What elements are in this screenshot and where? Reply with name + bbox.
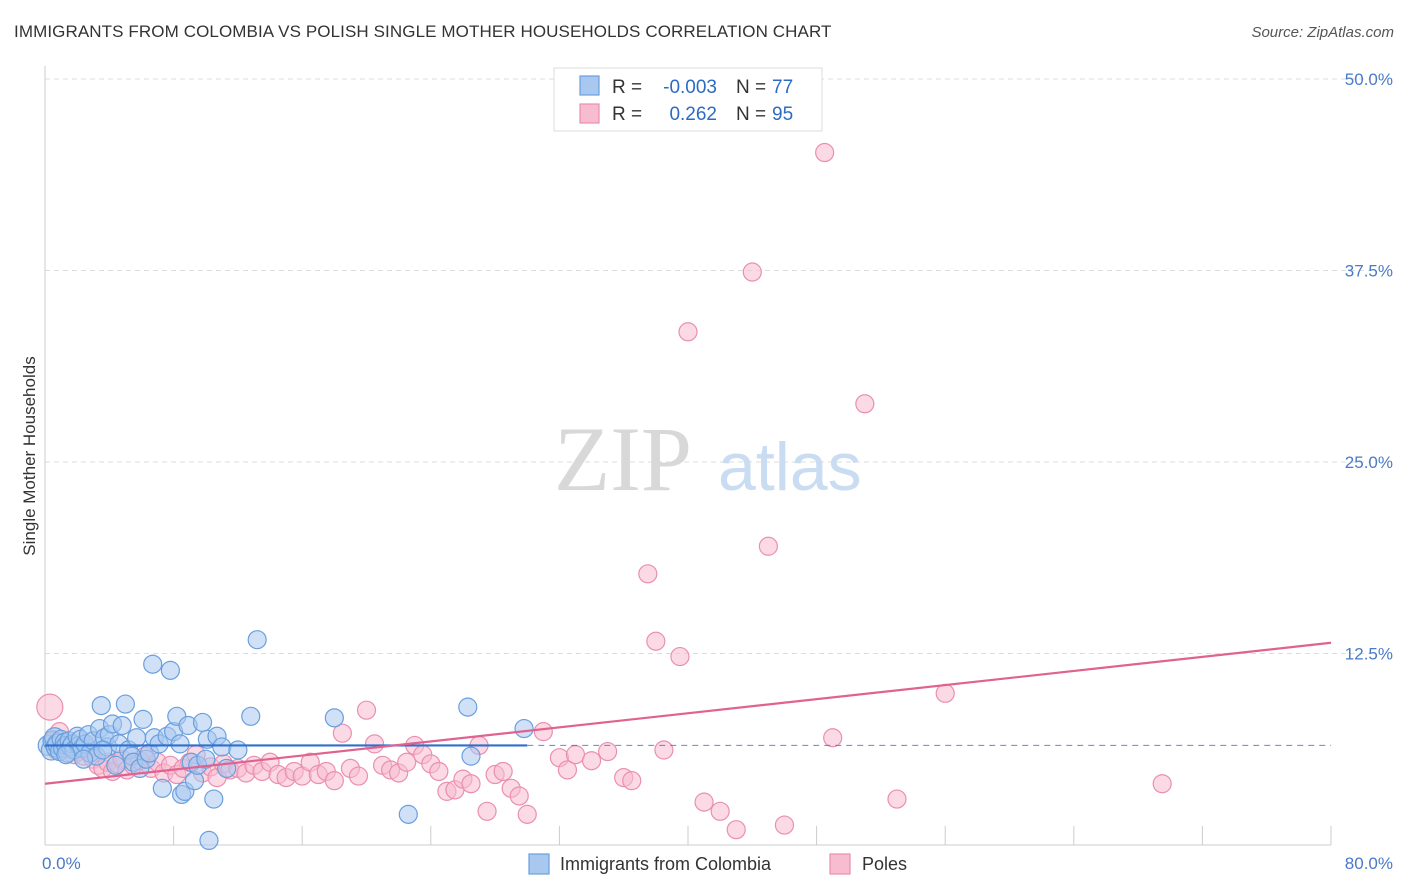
poles-point <box>638 564 658 584</box>
poles-point <box>887 789 907 809</box>
y-tick-label-2: 37.5% <box>1345 262 1393 281</box>
legend-r-value-2: 0.262 <box>669 104 717 125</box>
tick-labels: 12.5% 25.0% 37.5% 50.0% 0.0% 80.0% <box>42 70 1393 873</box>
poles-point <box>557 760 578 780</box>
colombia-point <box>398 804 418 824</box>
bottom-legend: Immigrants from Colombia Poles <box>528 853 907 875</box>
y-axis-label: Single Mother Households <box>20 356 39 555</box>
watermark-zip: ZIP <box>554 408 692 510</box>
colombia-point <box>93 740 113 760</box>
colombia-point <box>133 709 153 729</box>
poles-point <box>509 786 529 806</box>
colombia-point <box>115 694 135 714</box>
colombia-point <box>241 706 261 726</box>
poles-point <box>429 761 449 782</box>
bottom-legend-label-poles: Poles <box>862 854 907 874</box>
poles-point <box>348 766 369 786</box>
legend-swatch-poles <box>579 103 600 124</box>
legend-n-value-2: 95 <box>772 104 793 125</box>
colombia-point <box>143 654 163 674</box>
colombia-point <box>228 740 248 760</box>
poles-point <box>598 741 618 762</box>
colombia-point <box>458 697 478 717</box>
trend-lines <box>44 641 1332 785</box>
poles-point <box>332 723 352 743</box>
colombia-point <box>170 734 190 754</box>
legend-n-label-2: N = <box>736 104 766 125</box>
poles-point <box>694 792 714 812</box>
colombia-point <box>247 630 267 650</box>
colombia-point <box>199 830 219 851</box>
legend-n-label-1: N = <box>736 77 766 98</box>
colombia-point <box>514 718 534 739</box>
legend-r-value-1: -0.003 <box>663 77 717 98</box>
poles-point <box>324 771 344 791</box>
colombia-point <box>127 728 147 748</box>
watermark: ZIP atlas <box>554 408 862 510</box>
poles-point <box>493 761 513 782</box>
poles-point <box>533 722 553 742</box>
colombia-point <box>160 660 180 680</box>
colombia-point <box>192 712 213 733</box>
poles-point <box>742 262 762 282</box>
poles-point <box>815 142 835 163</box>
y-tick-label-0: 12.5% <box>1345 645 1393 664</box>
poles-point <box>36 693 64 721</box>
poles-point <box>397 752 417 772</box>
colombia-point <box>212 737 232 757</box>
poles-point <box>461 774 481 794</box>
legend-r-label-2: R = <box>612 104 642 125</box>
y-tick-label-3: 50.0% <box>1345 70 1393 89</box>
poles-point <box>855 394 875 414</box>
poles-trend-line <box>44 641 1332 785</box>
colombia-point <box>461 746 481 766</box>
poles-point <box>678 322 698 342</box>
colombia-point <box>91 695 111 716</box>
poles-point <box>670 646 690 667</box>
poles-point <box>774 815 795 835</box>
colombia-point <box>152 778 172 798</box>
poles-point <box>726 820 746 840</box>
colombia-point <box>204 789 224 809</box>
colombia-point <box>112 715 132 736</box>
colombia-point <box>56 745 76 765</box>
poles-point <box>935 683 955 703</box>
poles-point <box>654 740 674 760</box>
colombia-point <box>196 749 216 769</box>
chart-title: IMMIGRANTS FROM COLOMBIA VS POLISH SINGL… <box>14 22 832 41</box>
x-tick-label-0: 0.0% <box>42 854 81 873</box>
poles-point <box>1152 774 1172 794</box>
x-tick-label-1: 80.0% <box>1345 854 1393 873</box>
y-tick-label-1: 25.0% <box>1345 453 1393 472</box>
legend-swatch-colombia <box>579 75 600 96</box>
grid <box>45 78 1371 654</box>
source-label: Source: ZipAtlas.com <box>1251 24 1394 41</box>
legend-r-label-1: R = <box>612 77 642 98</box>
poles-point <box>517 804 537 824</box>
legend: R = -0.003 N = 77 R = 0.262 N = 95 <box>553 67 823 132</box>
bottom-legend-swatch-poles <box>829 853 851 875</box>
poles-point <box>364 734 385 754</box>
colombia-point <box>106 755 126 775</box>
bottom-legend-label-colombia: Immigrants from Colombia <box>560 854 772 874</box>
bottom-legend-swatch-colombia <box>528 853 550 875</box>
colombia-point <box>324 708 344 728</box>
poles-point <box>823 728 843 748</box>
legend-n-value-1: 77 <box>772 77 793 98</box>
poles-point <box>581 751 602 771</box>
poles-point <box>710 801 730 821</box>
colombia-point <box>73 749 94 769</box>
poles-point <box>565 745 586 765</box>
poles-point <box>356 700 377 720</box>
poles-point <box>477 801 497 821</box>
watermark-atlas: atlas <box>718 429 862 505</box>
poles-point <box>758 536 778 556</box>
poles-point <box>646 631 666 651</box>
series-colombia-points <box>37 630 534 851</box>
poles-point <box>622 771 642 791</box>
